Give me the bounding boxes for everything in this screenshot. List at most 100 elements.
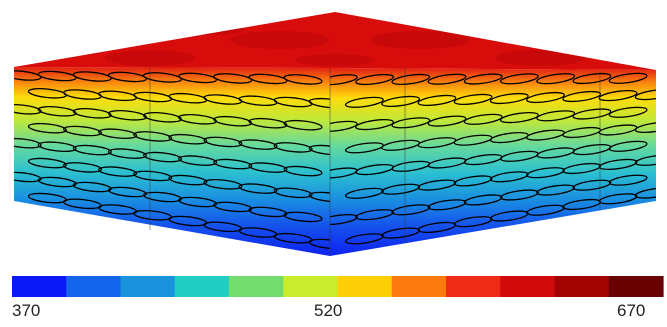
fiber-section — [608, 174, 648, 186]
fiber-section — [355, 73, 395, 86]
fiber-section — [598, 158, 638, 170]
fiber-section — [308, 238, 330, 250]
fiber-section — [283, 119, 323, 131]
fiber-section — [572, 108, 612, 120]
fiber-section — [608, 72, 648, 84]
fiber-section — [213, 158, 253, 170]
fiber-section — [62, 162, 103, 173]
fiber-section — [381, 95, 421, 107]
fiber-section — [344, 233, 384, 245]
colorbar-swatch — [391, 276, 447, 297]
fiber-section — [463, 113, 503, 125]
fiber-section — [213, 201, 253, 213]
fiber-section — [489, 92, 529, 105]
colorbar-swatch — [12, 276, 67, 297]
fiber-section — [178, 72, 218, 84]
fiber-section — [453, 93, 493, 105]
fiber-section — [417, 221, 457, 233]
fiber-section — [178, 155, 218, 166]
fiber-section — [499, 73, 539, 85]
fiber-section — [634, 89, 656, 101]
fiber-section — [536, 110, 576, 122]
fiber-section — [133, 170, 173, 182]
fiber-section — [355, 209, 395, 221]
fiber-section — [168, 174, 208, 186]
fiber-section — [248, 206, 288, 218]
colorbar-swatch — [337, 276, 393, 297]
block-edges — [149, 68, 601, 256]
fiber-section — [489, 171, 529, 183]
fiber-section — [381, 139, 421, 151]
fiber-section — [344, 142, 384, 154]
fiber-section — [27, 157, 67, 169]
fiber-section — [344, 96, 384, 108]
fiber-section — [37, 141, 77, 152]
colorbar-swatch — [554, 276, 610, 297]
colorbar-swatch — [608, 276, 664, 297]
fiber-section — [308, 97, 330, 109]
fiber-section — [427, 199, 467, 211]
colorbar-swatch — [500, 276, 556, 297]
fiber-section — [273, 142, 313, 153]
fiber-section — [142, 72, 183, 83]
fiber-section — [381, 227, 421, 239]
fiber-section — [417, 179, 457, 191]
fiber-section — [427, 115, 467, 127]
colorbar-min-label: 370 — [12, 301, 41, 320]
fiber-section — [598, 193, 638, 205]
fiber-section — [238, 183, 278, 194]
fiber-section — [499, 189, 539, 201]
fiber-section — [572, 72, 612, 85]
fiber-section — [14, 70, 42, 81]
fiber-section — [562, 90, 602, 103]
colorbar — [12, 276, 664, 297]
colorbar-swatch — [174, 276, 230, 297]
fiber-section — [391, 73, 431, 85]
fiber-section — [526, 167, 565, 179]
fiber-section — [308, 191, 330, 203]
colorbar-max-label: 670 — [617, 301, 646, 320]
fiber-section — [453, 216, 493, 228]
fiber-section — [526, 204, 565, 216]
fiber-section — [72, 144, 112, 156]
fiber-section — [391, 117, 431, 129]
fiber-section — [203, 179, 243, 190]
fiber-section — [391, 204, 431, 216]
fiber-section — [283, 211, 323, 223]
fiber-section — [572, 179, 612, 191]
fiber-section — [107, 148, 147, 159]
fiber-section — [330, 120, 358, 132]
fiber-section — [273, 187, 313, 199]
fiber-section — [608, 140, 648, 152]
fiber-section — [308, 144, 330, 156]
colorbar-mid-label: 520 — [314, 301, 343, 320]
fiber-section — [142, 191, 183, 203]
fiber-section — [37, 70, 77, 82]
fiber-section — [536, 184, 576, 196]
fiber-section — [634, 154, 656, 166]
fiber-section — [248, 162, 288, 173]
fiber-section — [98, 128, 138, 139]
block-top-face — [14, 12, 656, 70]
fiber-section — [62, 125, 103, 137]
fiber-section — [107, 186, 147, 198]
fiber-section — [14, 137, 42, 149]
fiber-section — [417, 94, 457, 106]
colorbar-swatch — [229, 276, 284, 297]
fiber-section — [107, 71, 147, 83]
fiber-section — [562, 126, 602, 139]
fiber-section — [283, 165, 323, 177]
fiber-section — [489, 132, 529, 144]
fiber-section — [526, 91, 565, 104]
fiber-section — [142, 151, 183, 163]
fiber-section — [453, 175, 493, 187]
colorbar-swatch — [446, 276, 501, 297]
fiber-section — [213, 73, 253, 84]
block-right-face — [330, 68, 656, 256]
block-left-face — [14, 67, 330, 256]
fiber-section — [72, 71, 112, 82]
fiber-section — [489, 210, 529, 222]
colorbar-swatch — [66, 276, 122, 297]
